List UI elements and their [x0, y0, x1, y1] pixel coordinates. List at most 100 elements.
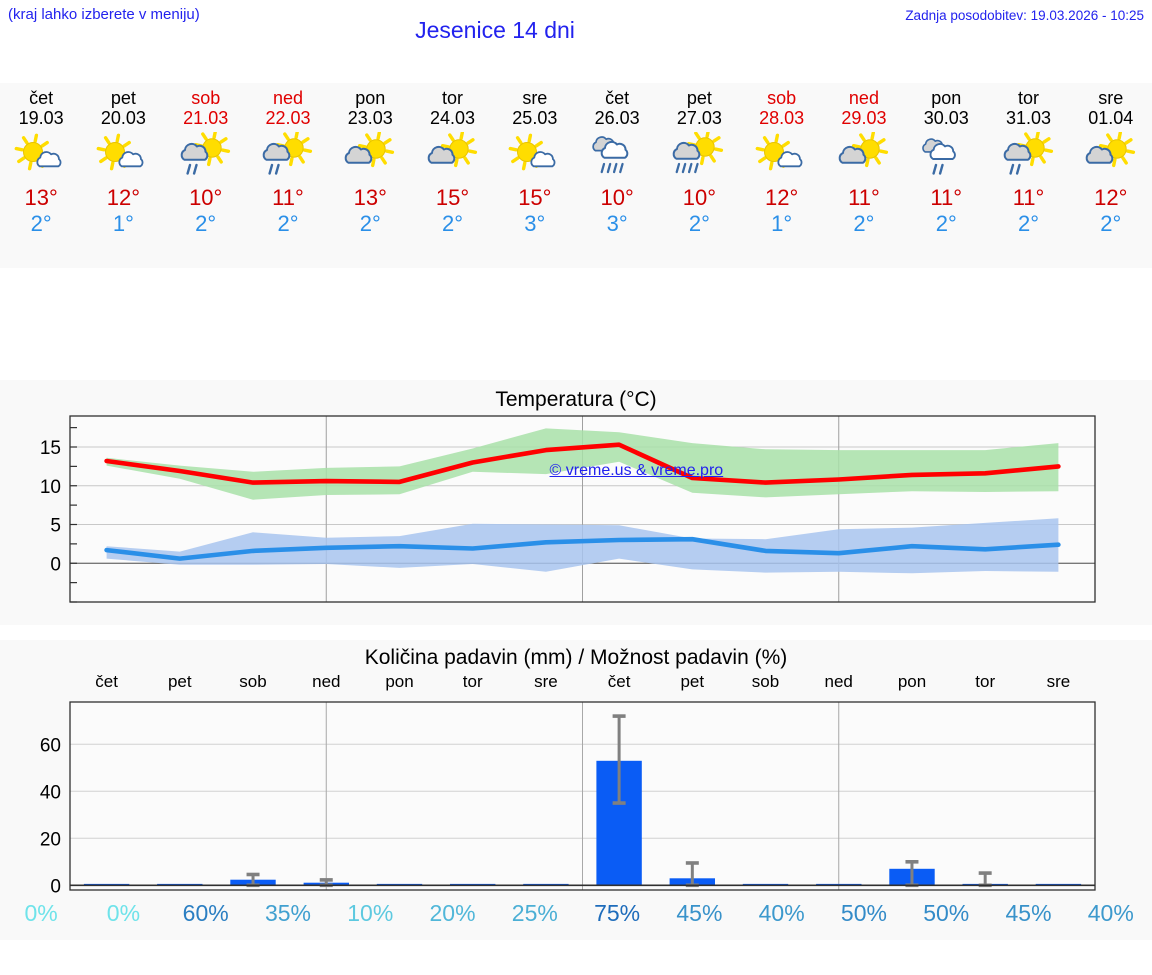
- day-of-week-label: sob: [191, 88, 221, 108]
- day-date-label: 28.03: [759, 108, 805, 128]
- svg-text:0: 0: [50, 876, 61, 897]
- forecast-day: sob 28.03 12° 1°: [741, 83, 823, 268]
- forecast-day: ned 22.03 11° 2°: [247, 83, 329, 268]
- copyright-link[interactable]: © vreme.us & vreme.pro: [549, 461, 724, 479]
- sun-cloud-icon: [503, 132, 567, 180]
- menu-hint-text: (kraj lahko izberete v meniju): [8, 6, 200, 23]
- forecast-day: sob 21.03 10° 2°: [165, 83, 247, 268]
- min-temperature-value: 2°: [853, 211, 875, 236]
- forecast-day: pon 23.03 13° 2°: [329, 83, 411, 268]
- precipitation-probability-value: 45%: [1005, 900, 1052, 926]
- max-temperature-value: 11°: [272, 185, 304, 210]
- precipitation-probability-row: 0% 0% 60% 35% 10% 20% 25% 75% 45% 40% 50% 50% 45% 40%: [0, 900, 1152, 927]
- page-title: Jesenice 14 dni: [415, 17, 575, 43]
- precipitation-chart-panel: Količina padavin (mm) / Možnost padavin …: [0, 640, 1152, 940]
- svg-text:10: 10: [40, 477, 61, 498]
- max-temperature-value: 11°: [848, 185, 880, 210]
- day-date-label: 22.03: [265, 108, 311, 128]
- day-date-label: 25.03: [512, 108, 558, 128]
- day-of-week-label: pet: [110, 88, 136, 108]
- sun-cloud-icon: [91, 132, 155, 180]
- precipitation-probability-value: 10%: [347, 900, 394, 926]
- day-of-week-label: ned: [272, 88, 303, 108]
- sun-cloud-drizzle-icon: [174, 132, 238, 180]
- precipitation-probability-value: 50%: [923, 900, 970, 926]
- svg-text:sre: sre: [1047, 672, 1071, 691]
- max-temperature-value: 11°: [1012, 185, 1045, 210]
- precipitation-chart-title: Količina padavin (mm) / Možnost padavin …: [364, 646, 788, 669]
- svg-text:5: 5: [50, 516, 61, 537]
- svg-text:pon: pon: [385, 672, 413, 691]
- svg-text:tor: tor: [975, 672, 995, 691]
- day-of-week-label: sre: [522, 88, 548, 108]
- day-of-week-label: tor: [1018, 88, 1040, 108]
- precipitation-probability-value: 40%: [758, 900, 805, 926]
- min-temperature-value: 3°: [524, 211, 546, 236]
- precipitation-probability-value: 75%: [594, 900, 641, 926]
- sun-cloud-drizzle-icon: [997, 132, 1061, 180]
- precipitation-probability-value: 40%: [1087, 900, 1134, 926]
- svg-text:ned: ned: [312, 672, 340, 691]
- cloud-drizzle-icon: [914, 132, 978, 180]
- forecast-day: sre 25.03 15° 3°: [494, 83, 576, 268]
- svg-text:čet: čet: [608, 672, 631, 691]
- svg-text:20: 20: [40, 829, 61, 850]
- sun-cloud-rain-icon: [667, 132, 731, 180]
- page-header: (kraj lahko izberete v meniju) Jesenice …: [0, 0, 1152, 80]
- sun-cloud-icon: [9, 132, 73, 180]
- temperature-chart-panel: Temperatura (°C) 0 5 10 15 © vreme.us & vre…: [0, 380, 1152, 625]
- min-temperature-value: 2°: [935, 211, 957, 236]
- sun-behind-cloud-icon: [832, 132, 896, 180]
- svg-text:15: 15: [40, 438, 61, 459]
- max-temperature-value: 12°: [765, 185, 799, 210]
- precipitation-probability-value: 25%: [511, 900, 558, 926]
- min-temperature-value: 2°: [688, 211, 710, 236]
- forecast-strip: čet 19.03 13° 2° pet 20.03 12° 1° sob 21.03 10° 2° n…: [0, 83, 1152, 268]
- max-temperature-value: 12°: [106, 185, 141, 210]
- last-updated-text: Zadnja posodobitev: 19.03.2026 - 10:25: [905, 8, 1144, 23]
- svg-text:sob: sob: [752, 672, 779, 691]
- day-date-label: 30.03: [923, 108, 969, 128]
- day-date-label: 29.03: [841, 108, 887, 128]
- temperature-chart-plot: 0 5 10 15: [40, 415, 1096, 603]
- min-temperature-value: 2°: [442, 211, 464, 236]
- day-of-week-label: sre: [1098, 88, 1124, 108]
- svg-text:ned: ned: [825, 672, 853, 691]
- forecast-day: pon 30.03 11° 2°: [905, 83, 987, 268]
- max-temperature-value: 10°: [682, 185, 717, 210]
- sun-behind-cloud-icon: [1079, 132, 1143, 180]
- max-temperature-value: 10°: [600, 185, 634, 210]
- day-date-label: 26.03: [594, 108, 640, 128]
- day-of-week-label: pon: [355, 88, 386, 108]
- day-date-label: 21.03: [183, 108, 229, 128]
- forecast-day: ned 29.03 11° 2°: [823, 83, 905, 268]
- sun-cloud-drizzle-icon: [256, 132, 320, 180]
- precipitation-probability-value: 0%: [106, 900, 141, 926]
- forecast-day: pet 20.03 12° 1°: [82, 83, 164, 268]
- cloud-rain-icon: [585, 132, 649, 180]
- max-temperature-value: 15°: [518, 185, 552, 210]
- precipitation-probability-value: 45%: [676, 900, 723, 926]
- sun-behind-cloud-icon: [338, 132, 402, 180]
- sun-behind-cloud-icon: [421, 132, 485, 180]
- precipitation-probability-value: 0%: [24, 900, 58, 926]
- forecast-day: tor 31.03 11° 2°: [987, 83, 1069, 268]
- min-temperature-value: 2°: [1100, 211, 1122, 236]
- precipitation-probability-value: 60%: [182, 900, 229, 926]
- min-temperature-value: 2°: [30, 211, 52, 236]
- svg-text:sob: sob: [239, 672, 266, 691]
- max-temperature-value: 15°: [435, 185, 470, 210]
- day-of-week-label: pon: [931, 88, 962, 108]
- day-date-label: 31.03: [1005, 108, 1052, 128]
- svg-text:pon: pon: [898, 672, 926, 691]
- forecast-day: čet 26.03 10° 3°: [576, 83, 658, 268]
- day-of-week-label: sob: [767, 88, 797, 108]
- sun-cloud-icon: [750, 132, 814, 180]
- svg-text:60: 60: [40, 735, 61, 756]
- min-temperature-value: 2°: [195, 211, 217, 236]
- forecast-day: pet 27.03 10° 2°: [658, 83, 740, 268]
- day-date-label: 27.03: [676, 108, 722, 128]
- day-date-label: 20.03: [100, 108, 146, 128]
- min-temperature-value: 3°: [606, 211, 628, 236]
